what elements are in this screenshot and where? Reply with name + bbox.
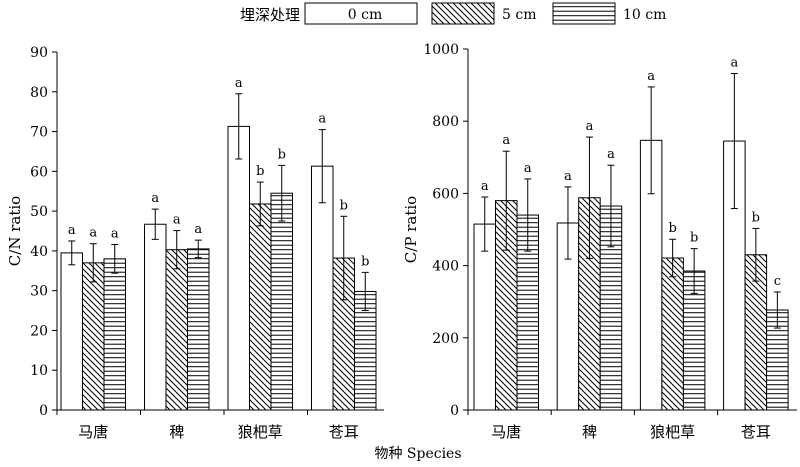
cn-category-label: 狼杷草 bbox=[238, 423, 283, 441]
cn-bar-10cm bbox=[270, 192, 293, 411]
cn-y-tick-label: 0 bbox=[39, 403, 48, 419]
legend-title: 埋深处理 bbox=[240, 6, 300, 24]
x-axis-title: 物种 Species bbox=[374, 446, 461, 462]
cp-category-label: 苍耳 bbox=[741, 423, 771, 441]
cn-category-label: 马唐 bbox=[78, 423, 108, 441]
cp-y-tick-label: 400 bbox=[432, 259, 459, 275]
cn-y-tick-label: 30 bbox=[30, 284, 48, 300]
cp-bar-5cm bbox=[661, 257, 684, 411]
cp-significance-letter: a bbox=[502, 133, 510, 148]
legend-swatch-5cm bbox=[431, 2, 495, 25]
cp-significance-letter: a bbox=[607, 147, 615, 162]
cp-category-label: 稗 bbox=[582, 423, 597, 441]
cn-significance-letter: b bbox=[361, 254, 369, 269]
cp-significance-letter: c bbox=[774, 274, 781, 289]
legend-label-10cm: 10 cm bbox=[623, 7, 666, 23]
cn-y-tick-label: 20 bbox=[30, 323, 48, 339]
cp-y-axis-title: C/P ratio bbox=[402, 196, 420, 263]
cp-category-label: 狼杷草 bbox=[650, 423, 695, 441]
cn-significance-letter: a bbox=[194, 222, 202, 237]
cn-significance-letter: a bbox=[173, 213, 181, 228]
cn-significance-letter: a bbox=[318, 112, 326, 127]
cp-significance-letter: a bbox=[564, 169, 572, 184]
cn-significance-letter: a bbox=[89, 226, 97, 241]
cp-significance-letter: a bbox=[586, 119, 594, 134]
cn-bar-0cm bbox=[227, 125, 250, 411]
cp-category-label: 马唐 bbox=[491, 423, 521, 441]
cn-bar-5cm bbox=[249, 203, 272, 411]
cp-y-tick-label: 0 bbox=[450, 403, 459, 419]
cn-y-axis-title: C/N ratio bbox=[6, 196, 24, 266]
cn-y-tick-label: 60 bbox=[30, 164, 48, 180]
cp-significance-letter: b bbox=[752, 210, 760, 225]
cn-bar-5cm bbox=[82, 262, 105, 411]
cn-bar-0cm bbox=[60, 252, 83, 411]
cn-bar-10cm bbox=[103, 258, 126, 411]
cn-bar-0cm bbox=[144, 223, 167, 411]
legend-swatch-10cm bbox=[552, 2, 616, 25]
cn-category-label: 苍耳 bbox=[329, 423, 359, 441]
cp-y-tick-label: 200 bbox=[432, 331, 459, 347]
cp-bar-0cm bbox=[473, 223, 496, 411]
legend-label-0cm: 0 cm bbox=[348, 7, 382, 23]
cn-y-tick-label: 90 bbox=[30, 45, 48, 61]
legend-label-5cm: 5 cm bbox=[502, 7, 536, 23]
cn-significance-letter: a bbox=[111, 227, 119, 242]
cn-significance-letter: a bbox=[151, 191, 159, 206]
legend-swatch-0cm bbox=[304, 2, 418, 25]
cp-significance-letter: b bbox=[668, 221, 676, 236]
cn-bar-5cm bbox=[165, 249, 188, 411]
cn-significance-letter: a bbox=[68, 223, 76, 238]
cp-significance-letter: b bbox=[690, 231, 698, 246]
cp-significance-letter: a bbox=[524, 161, 532, 176]
cp-ratio-panel: 02004006008001000C/P ratio马唐稗狼杷草 苍耳aaaaaa… bbox=[402, 42, 797, 441]
cn-category-label: 稗 bbox=[169, 423, 184, 441]
cp-y-tick-label: 800 bbox=[432, 114, 459, 130]
cn-significance-letter: b bbox=[340, 198, 348, 213]
cn-y-tick-label: 80 bbox=[30, 85, 48, 101]
cn-ratio-panel: 0102030405060708090C/N ratio马唐稗狼杷草 苍耳aaaa… bbox=[6, 45, 384, 441]
cp-y-tick-label: 1000 bbox=[423, 42, 459, 58]
cn-significance-letter: a bbox=[235, 76, 243, 91]
cn-y-tick-label: 70 bbox=[30, 125, 48, 141]
cp-significance-letter: a bbox=[647, 69, 655, 84]
cn-bar-10cm bbox=[187, 248, 210, 411]
cn-significance-letter: b bbox=[278, 147, 286, 162]
cn-y-tick-label: 40 bbox=[30, 244, 48, 260]
legend: 埋深处理 0 cm 5 cm 10 cm bbox=[240, 2, 666, 25]
cn-significance-letter: b bbox=[256, 164, 264, 179]
cp-significance-letter: a bbox=[481, 179, 489, 194]
cp-significance-letter: a bbox=[730, 56, 738, 71]
cn-y-tick-label: 50 bbox=[30, 204, 48, 220]
cn-y-tick-label: 10 bbox=[30, 363, 48, 379]
cp-y-tick-label: 600 bbox=[432, 186, 459, 202]
